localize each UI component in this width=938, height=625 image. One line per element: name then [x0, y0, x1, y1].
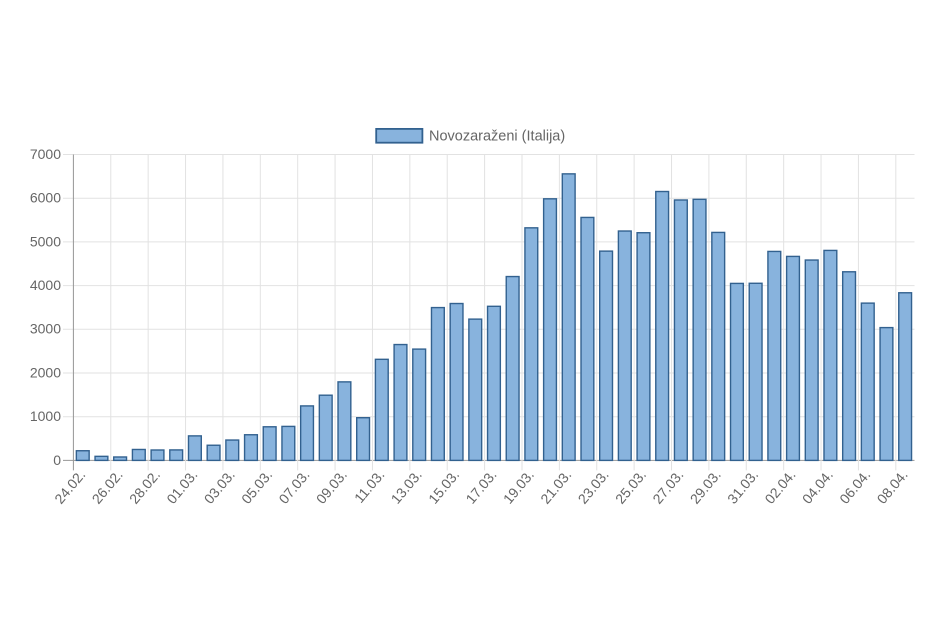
svg-text:5000: 5000 [30, 233, 61, 249]
svg-text:4000: 4000 [30, 277, 61, 293]
svg-text:0: 0 [53, 452, 61, 468]
svg-text:Novozaraženi (Italija): Novozaraženi (Italija) [429, 128, 565, 144]
svg-text:2000: 2000 [30, 364, 61, 380]
svg-text:6000: 6000 [30, 190, 61, 206]
svg-text:7000: 7000 [30, 146, 61, 162]
svg-text:3000: 3000 [30, 321, 61, 337]
svg-text:1000: 1000 [30, 408, 61, 424]
